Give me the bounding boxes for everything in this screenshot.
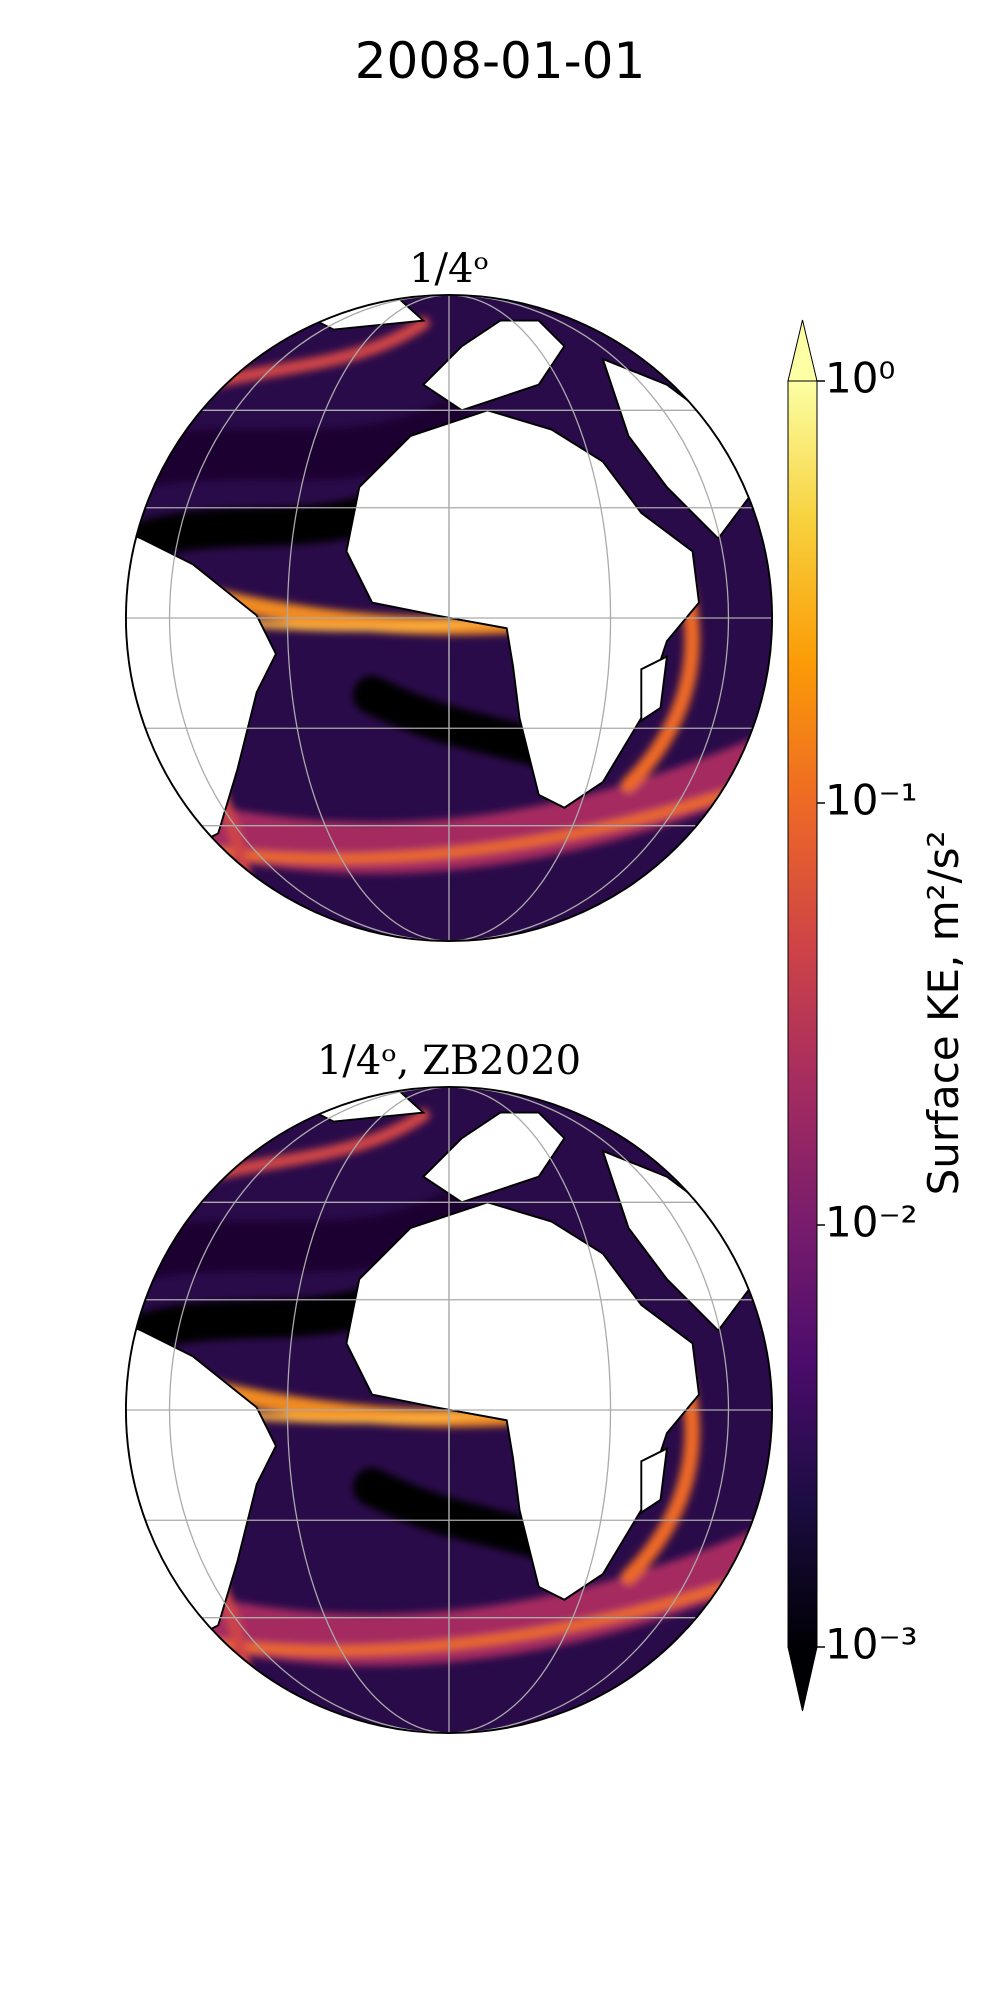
colorbar-bar (787, 380, 818, 1648)
colorbar-label: Surface KE, m²/s² (919, 831, 968, 1196)
globe-map (116, 1087, 783, 1733)
colorbar-tick-label: 10⁻² (825, 1198, 917, 1247)
colorbar-extend-min (787, 1646, 818, 1712)
colorbar-tick-label: 10⁻³ (825, 1620, 917, 1669)
panel-title: 1/4ᵒ, ZB2020 (317, 1038, 581, 1084)
colorbar-extend-max (787, 319, 818, 382)
globe-map (116, 295, 783, 941)
colorbar-tick-label: 10⁻¹ (825, 776, 917, 825)
colorbar-tick-label: 10⁰ (825, 354, 895, 403)
figure-title: 2008-01-01 (355, 32, 646, 90)
panel-title: 1/4ᵒ (409, 246, 489, 292)
colorbar: 10⁰ 10⁻¹ 10⁻² 10⁻³ (787, 319, 917, 1712)
